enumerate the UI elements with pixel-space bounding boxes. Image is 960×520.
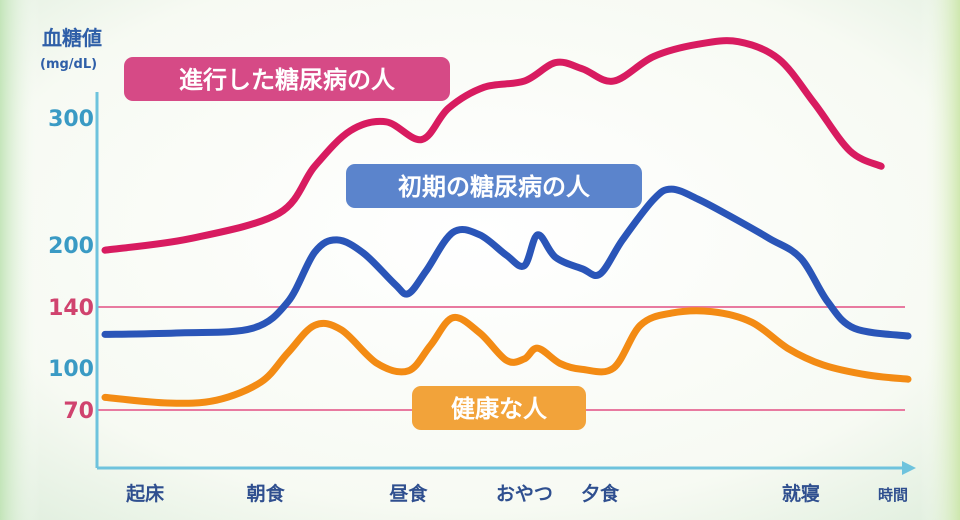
y-tick-300: 300 xyxy=(48,107,94,132)
y-tick-100: 100 xyxy=(48,357,94,382)
x-event-3: おやつ xyxy=(496,483,553,505)
series-label-box-advanced-diabetes xyxy=(124,57,450,101)
series-label-box-healthy xyxy=(412,386,586,430)
y-tick-200: 200 xyxy=(48,234,94,259)
x-event-5: 就寝 xyxy=(782,482,820,505)
background-edge-right xyxy=(920,0,960,520)
y-axis-title: 血糖値 xyxy=(42,26,102,50)
series-label-healthy: 健康な人 xyxy=(451,395,547,423)
series-line-advanced-diabetes xyxy=(101,37,885,254)
series-lines xyxy=(101,37,912,407)
x-event-2: 昼食 xyxy=(389,482,428,505)
y-axis-unit: (mg/dL) xyxy=(40,57,97,72)
y-tick-labels: 300 200 140 100 70 xyxy=(48,107,94,424)
series-line-healthy xyxy=(101,307,912,407)
background-edge-left xyxy=(0,0,40,520)
x-event-1: 朝食 xyxy=(247,482,286,505)
x-event-0: 起床 xyxy=(125,482,164,505)
y-tick-140: 140 xyxy=(48,296,94,321)
y-tick-70: 70 xyxy=(63,399,94,424)
series-label-box-early-diabetes xyxy=(346,164,642,208)
series-label-advanced-diabetes: 進行した糖尿病の人 xyxy=(179,66,395,94)
x-axis-arrow xyxy=(902,461,916,475)
x-event-4: 夕食 xyxy=(581,482,620,505)
x-axis-title: 時間 xyxy=(878,486,908,504)
x-event-labels: 起床 朝食 昼食 おやつ 夕食 就寝 xyxy=(125,482,820,505)
series-label-early-diabetes: 初期の糖尿病の人 xyxy=(398,173,590,201)
series-line-early-diabetes xyxy=(101,185,912,340)
